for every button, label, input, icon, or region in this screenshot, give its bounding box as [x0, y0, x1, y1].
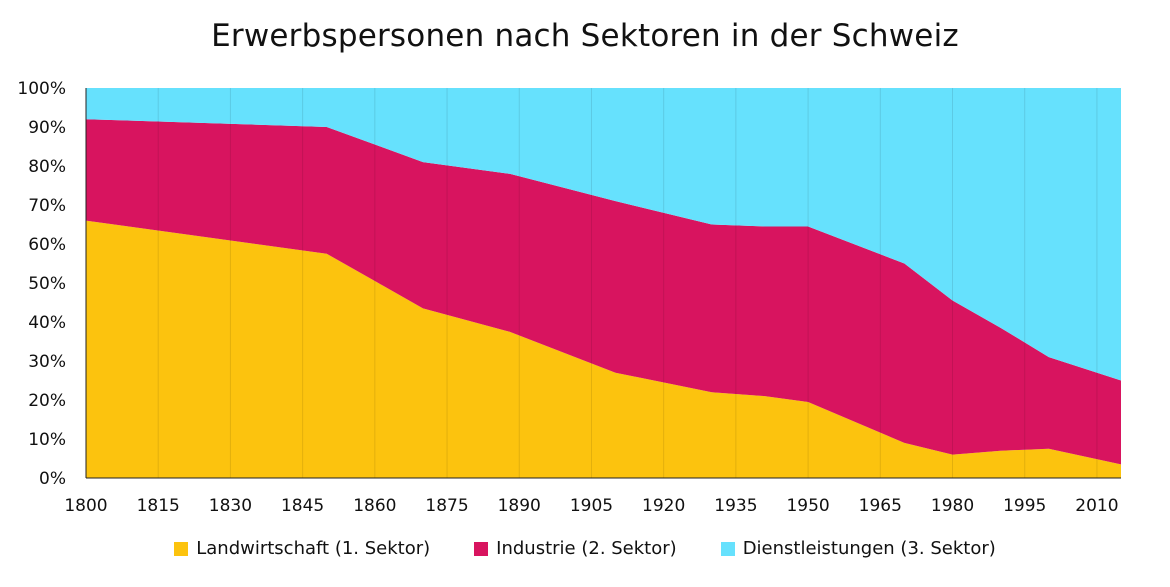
legend-swatch: [174, 541, 189, 556]
x-tick-label: 1950: [786, 496, 829, 516]
x-tick-label: 1860: [353, 496, 396, 516]
chart-title: Erwerbspersonen nach Sektoren in der Sch…: [211, 18, 959, 54]
y-tick-label: 50%: [28, 274, 66, 294]
x-tick-label: 1800: [64, 496, 107, 516]
legend-label: Industrie (2. Sektor): [496, 538, 677, 559]
legend-item: Dienstleistungen (3. Sektor): [720, 538, 996, 559]
y-tick-label: 100%: [17, 79, 66, 99]
legend-label: Dienstleistungen (3. Sektor): [742, 538, 996, 559]
x-tick-label: 1965: [859, 496, 902, 516]
y-tick-label: 70%: [28, 196, 66, 216]
series-area-2: [86, 119, 1121, 465]
legend-label: Landwirtschaft (1. Sektor): [196, 538, 431, 559]
y-tick-label: 20%: [28, 391, 66, 411]
legend-item: Industrie (2. Sektor): [474, 538, 677, 559]
x-tick-label: 1935: [714, 496, 757, 516]
y-tick-label: 90%: [28, 118, 66, 138]
x-tick-label: 1875: [425, 496, 468, 516]
x-tick-label: 1815: [137, 496, 180, 516]
legend-swatch: [720, 541, 735, 556]
series-area-3: [86, 88, 1121, 381]
x-tick-label: 1830: [209, 496, 252, 516]
legend: Landwirtschaft (1. Sektor) Industrie (2. …: [0, 538, 1170, 559]
x-tick-label: 1845: [281, 496, 324, 516]
y-tick-label: 10%: [28, 430, 66, 450]
x-tick-label: 1920: [642, 496, 685, 516]
y-tick-label: 30%: [28, 352, 66, 372]
y-tick-label: 80%: [28, 157, 66, 177]
x-tick-label: 1890: [498, 496, 541, 516]
legend-swatch: [474, 541, 489, 556]
series-area-1: [86, 220, 1121, 478]
x-tick-label: 1995: [1003, 496, 1046, 516]
legend-item: Landwirtschaft (1. Sektor): [174, 538, 430, 559]
y-tick-label: 0%: [39, 469, 66, 489]
x-tick-label: 1980: [931, 496, 974, 516]
x-tick-label: 1905: [570, 496, 613, 516]
y-tick-label: 40%: [28, 313, 66, 333]
y-tick-label: 60%: [28, 235, 66, 255]
x-tick-label: 2010: [1075, 496, 1118, 516]
